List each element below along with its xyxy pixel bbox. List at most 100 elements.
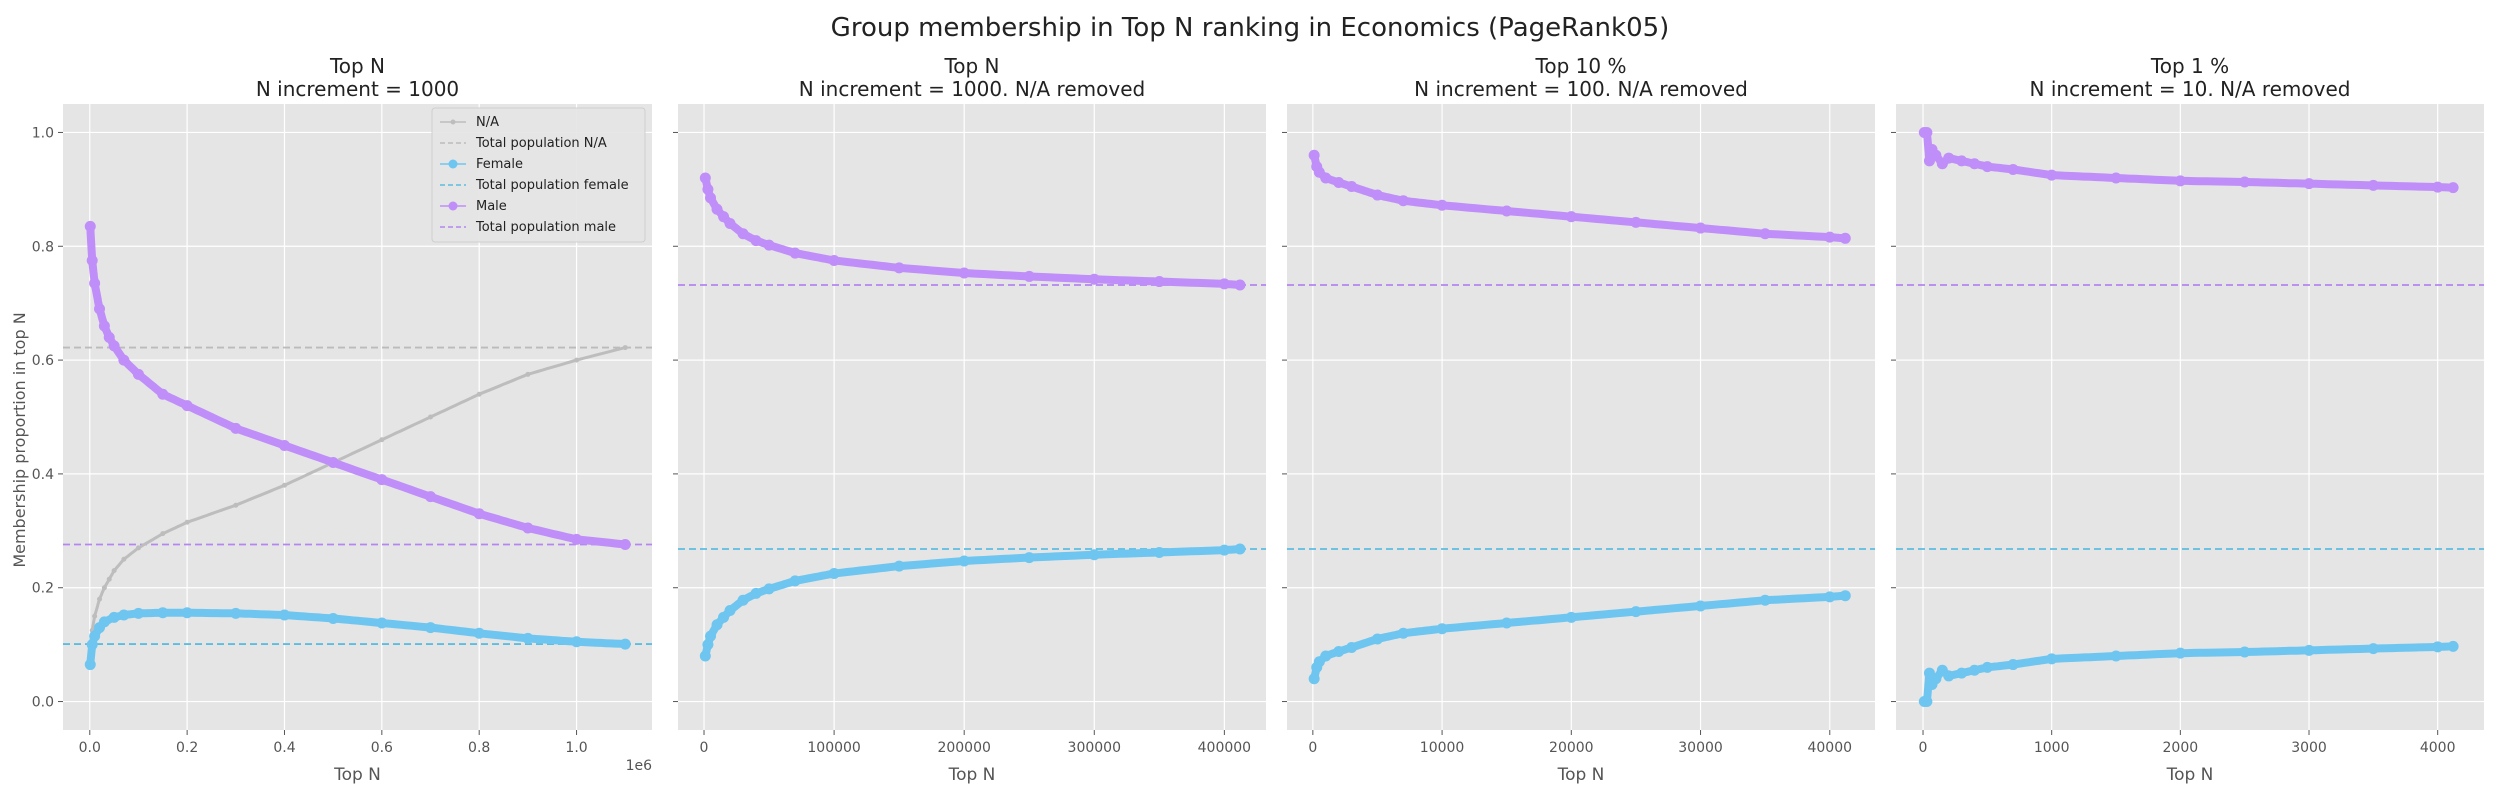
data-point-male <box>1501 205 1513 217</box>
data-point-female <box>1397 627 1409 639</box>
data-point-male <box>181 400 193 412</box>
x-tick-label: 3000 <box>2291 740 2327 756</box>
data-point-female <box>789 575 801 587</box>
data-point-male <box>750 235 762 247</box>
x-tick-label: 4000 <box>2420 740 2456 756</box>
data-point-female <box>181 607 193 619</box>
data-point-female <box>750 587 762 599</box>
data-point-male <box>789 247 801 259</box>
data-point-male <box>711 203 723 215</box>
data-point-female <box>1023 552 1035 564</box>
data-point-female <box>278 609 290 621</box>
data-point-male <box>1565 211 1577 223</box>
data-point-female <box>1968 664 1980 676</box>
data-point-male <box>376 474 388 486</box>
panels: Top NN increment = 10000.0 0.2 0.4 0.6 0.8 1.… <box>32 54 2484 785</box>
data-point-male <box>1218 278 1230 290</box>
y-tick-label: 0.4 <box>32 467 54 483</box>
data-point-female <box>89 630 101 642</box>
data-point-female <box>1371 633 1383 645</box>
legend-label: N/A <box>476 115 499 130</box>
data-point-male <box>1921 126 1933 138</box>
data-point-female <box>828 568 840 579</box>
panel-title: Top N <box>329 54 385 78</box>
data-point-female <box>2303 644 2315 656</box>
data-point-na <box>111 568 117 574</box>
data-point-female <box>2007 659 2019 671</box>
data-point-na <box>622 345 628 351</box>
data-point-female <box>1565 611 1577 623</box>
x-axis-label: Top N <box>1557 765 1605 785</box>
data-point-male <box>1824 231 1836 243</box>
data-point-male <box>1436 199 1448 211</box>
x-tick-label: 2000 <box>2163 740 2199 756</box>
data-point-male <box>1968 158 1980 170</box>
data-point-female <box>1943 670 1955 682</box>
data-point-female <box>2110 650 2122 662</box>
legend-marker-na <box>450 119 456 125</box>
data-point-female <box>2432 641 2444 653</box>
data-point-female <box>724 604 736 616</box>
data-point-male <box>702 183 714 195</box>
data-point-female <box>763 583 775 595</box>
data-point-female <box>1153 546 1165 558</box>
data-point-male <box>118 354 130 366</box>
data-point-male <box>108 340 120 352</box>
data-point-male <box>2303 178 2315 190</box>
x-axis-label: Top N <box>333 765 381 785</box>
data-point-male <box>103 331 115 343</box>
data-point-female <box>2447 640 2459 652</box>
data-point-male <box>2174 175 2186 187</box>
data-point-male <box>1695 222 1707 234</box>
x-tick-label: 0.4 <box>273 740 295 756</box>
data-point-male <box>425 491 437 503</box>
data-point-female <box>718 611 730 623</box>
data-point-male <box>571 533 583 545</box>
x-tick-label: 0.6 <box>371 740 393 756</box>
data-point-male <box>718 211 730 223</box>
data-point-male <box>737 228 749 240</box>
figure-title: Group membership in Top N ranking in Eco… <box>831 13 1670 43</box>
data-point-female <box>522 632 534 644</box>
data-point-female <box>118 609 130 621</box>
data-point-female <box>84 659 96 671</box>
panel-subtitle: N increment = 100. N/A removed <box>1414 77 1748 101</box>
data-point-male <box>699 172 711 184</box>
data-point-male <box>958 267 970 279</box>
data-point-male <box>619 538 631 550</box>
data-point-female <box>473 627 485 639</box>
data-point-male <box>327 457 339 469</box>
data-point-male <box>2110 172 2122 184</box>
panel-title: Top 10 % <box>1535 54 1627 78</box>
data-point-male <box>1956 155 1968 167</box>
y-axis-label: Membership proportion in top N <box>10 312 29 567</box>
data-point-na <box>106 576 112 582</box>
data-point-male <box>2239 176 2251 188</box>
data-point-female <box>108 611 120 623</box>
x-tick-label: 100000 <box>807 740 860 756</box>
data-point-female <box>132 607 144 619</box>
data-point-male <box>522 522 534 534</box>
panel-3: Top 10 %N increment = 100. N/A removed 0 1… <box>1282 54 1875 785</box>
data-point-na <box>574 357 580 363</box>
data-point-male <box>1759 228 1771 240</box>
x-tick-label: 0.0 <box>79 740 101 756</box>
data-point-na <box>525 371 531 377</box>
data-point-na <box>121 556 127 562</box>
y-tick-label: 0.2 <box>32 581 54 597</box>
data-point-male <box>1397 195 1409 207</box>
data-point-na <box>428 414 434 420</box>
x-axis-label: Top N <box>2166 765 2214 785</box>
data-point-female <box>1839 590 1851 602</box>
legend-label: Male <box>476 199 507 214</box>
data-point-male <box>86 255 98 266</box>
data-point-male <box>1308 149 1320 161</box>
data-point-male <box>1346 181 1358 193</box>
data-point-male <box>1234 279 1246 291</box>
data-point-female <box>699 650 711 662</box>
x-tick-label: 400000 <box>1198 740 1251 756</box>
data-point-male <box>1839 232 1851 244</box>
data-point-male <box>94 303 106 315</box>
data-point-na <box>92 613 98 619</box>
